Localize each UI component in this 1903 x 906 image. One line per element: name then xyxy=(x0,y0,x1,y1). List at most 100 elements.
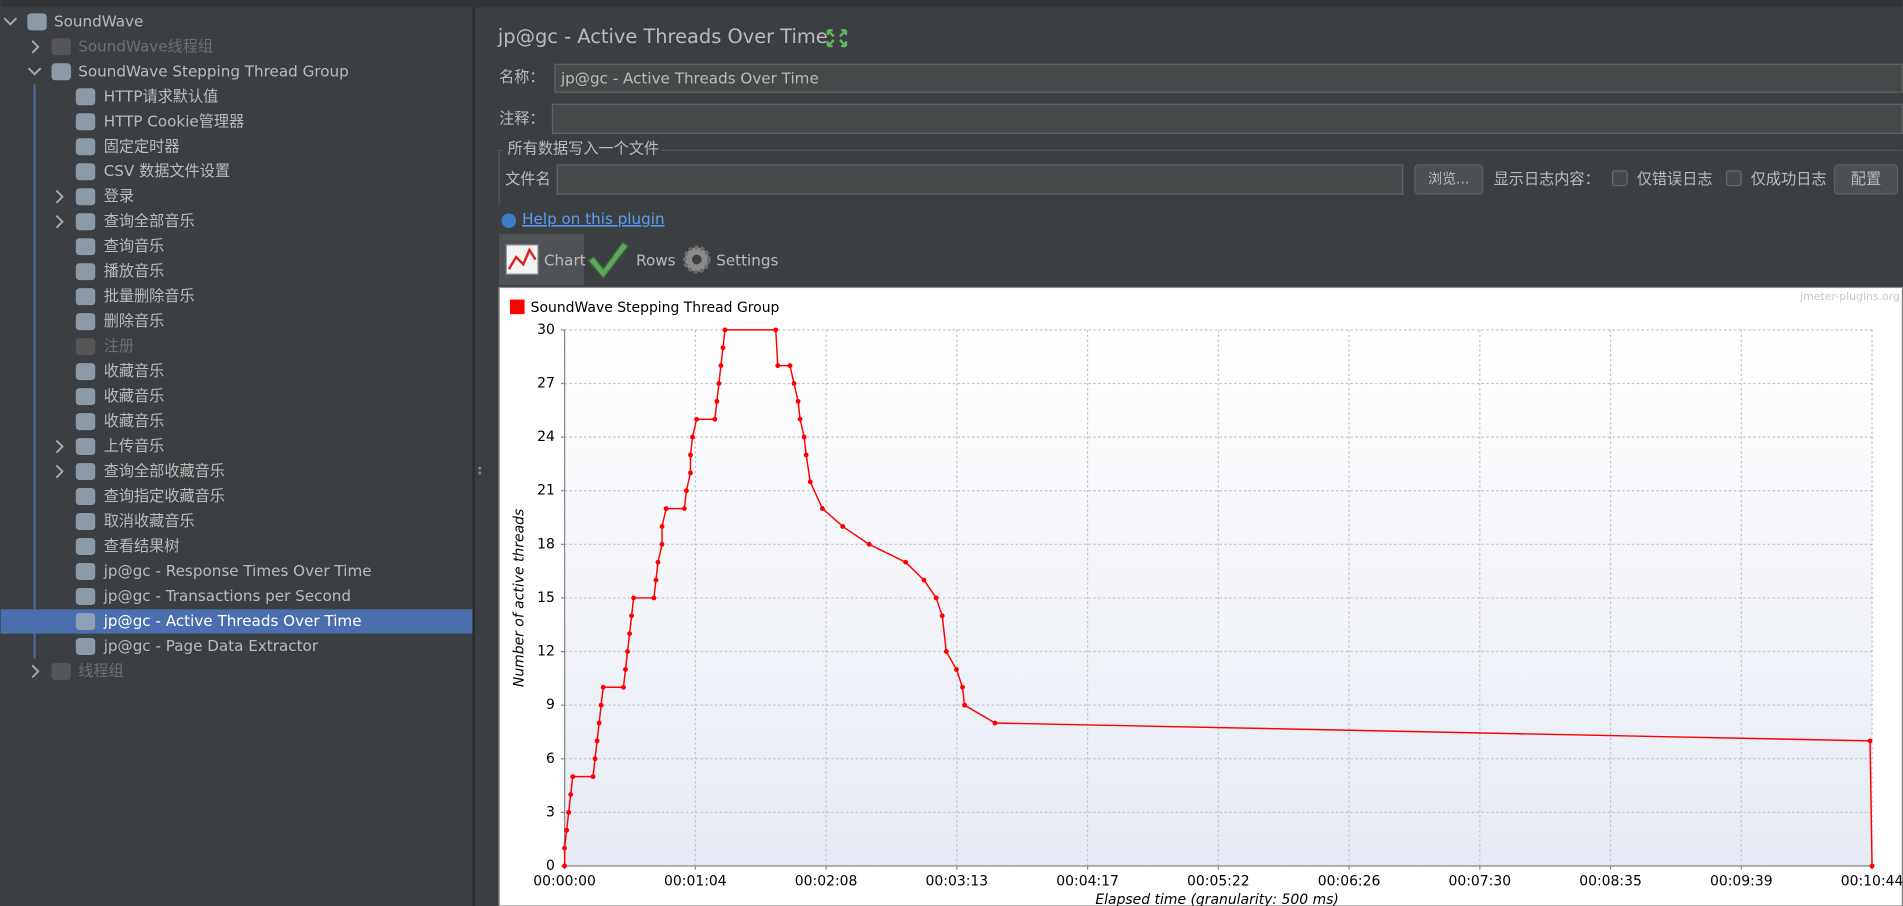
expand-arrow[interactable] xyxy=(31,40,40,54)
success-label[interactable]: 仅成功日志 xyxy=(1751,170,1827,188)
node-label[interactable]: CSV 数据文件设置 xyxy=(104,162,230,180)
panel-title: jp@gc - Active Threads Over Time xyxy=(497,25,828,48)
configure-button[interactable] xyxy=(1833,164,1899,195)
errors-checkbox[interactable] xyxy=(1611,170,1628,187)
help-link[interactable]: Help on this plugin xyxy=(522,210,664,228)
tab-label[interactable]: Settings xyxy=(716,251,778,269)
x-axis-label: Elapsed time (granularity: 500 ms) xyxy=(1095,892,1338,906)
node-label[interactable]: 查询全部收藏音乐 xyxy=(104,462,225,480)
node-label[interactable]: 收藏音乐 xyxy=(104,387,165,405)
expand-arrow[interactable] xyxy=(31,664,40,679)
node-icon xyxy=(75,587,96,605)
node-icon xyxy=(27,13,47,31)
configure-button-label[interactable]: 配置 xyxy=(1851,170,1881,188)
data-point xyxy=(594,738,600,744)
data-point xyxy=(570,774,576,780)
x-tick-label: 00:09:39 xyxy=(1710,874,1773,890)
data-point xyxy=(787,363,793,369)
node-label[interactable]: 查看结果树 xyxy=(104,537,180,555)
node-icon xyxy=(75,238,96,256)
browse-button[interactable] xyxy=(1414,164,1484,195)
expand-arrow[interactable] xyxy=(55,189,64,204)
collapse-arrow[interactable] xyxy=(3,17,18,26)
node-icon xyxy=(75,363,96,381)
node-label[interactable]: jp@gc - Response Times Over Time xyxy=(103,562,372,580)
name-input[interactable] xyxy=(554,63,1903,93)
file-section-title: 所有数据写入一个文件 xyxy=(508,140,660,158)
node-icon xyxy=(75,612,96,630)
file-label: 文件名 xyxy=(505,170,550,188)
node-label[interactable]: HTTP请求默认值 xyxy=(104,87,219,105)
expand-arrow[interactable] xyxy=(55,439,64,454)
expand-arrow[interactable] xyxy=(55,464,64,479)
file-input[interactable] xyxy=(556,164,1404,195)
node-label[interactable]: 查询指定收藏音乐 xyxy=(104,487,225,505)
collapse-arrow[interactable] xyxy=(27,67,42,76)
settings-tab-icon xyxy=(682,245,711,274)
y-tick-label: 9 xyxy=(546,697,555,713)
tab-label[interactable]: Rows xyxy=(636,251,676,269)
data-point xyxy=(840,524,846,529)
node-icon xyxy=(75,438,96,456)
errors-label[interactable]: 仅错误日志 xyxy=(1637,170,1713,188)
node-icon xyxy=(51,63,71,81)
node-label[interactable]: 取消收藏音乐 xyxy=(104,512,195,530)
x-tick-label: 00:01:04 xyxy=(664,874,727,890)
node-label[interactable]: SoundWave Stepping Thread Group xyxy=(78,62,348,80)
node-label[interactable]: 登录 xyxy=(104,187,134,205)
data-point xyxy=(631,595,637,601)
node-label[interactable]: 查询音乐 xyxy=(104,237,165,255)
data-point xyxy=(791,381,797,386)
legend-label: SoundWave Stepping Thread Group xyxy=(531,300,780,316)
node-icon xyxy=(75,413,96,431)
node-label[interactable]: HTTP Cookie管理器 xyxy=(104,112,245,130)
node-label[interactable]: 播放音乐 xyxy=(104,262,165,280)
node-label[interactable]: jp@gc - Page Data Extractor xyxy=(103,637,319,655)
tab-label[interactable]: Chart xyxy=(544,251,586,269)
expand-arrow[interactable] xyxy=(55,214,64,229)
data-point xyxy=(592,756,598,762)
node-label[interactable]: jp@gc - Transactions per Second xyxy=(103,587,351,605)
data-point xyxy=(820,506,825,512)
node-label[interactable]: 删除音乐 xyxy=(104,312,165,330)
node-label[interactable]: 线程组 xyxy=(78,662,123,680)
node-label[interactable]: 固定定时器 xyxy=(104,137,180,155)
node-label[interactable]: 上传音乐 xyxy=(104,437,165,455)
info-icon xyxy=(501,213,517,229)
comment-input[interactable] xyxy=(551,103,1903,135)
data-point xyxy=(773,327,779,333)
comment-label: 注释： xyxy=(499,109,544,127)
node-label[interactable]: 收藏音乐 xyxy=(104,412,165,430)
node-label[interactable]: 批量删除音乐 xyxy=(104,287,195,305)
browse-button-label[interactable]: 浏览... xyxy=(1428,172,1469,188)
node-label[interactable]: 查询全部音乐 xyxy=(104,212,195,230)
x-tick-label: 00:08:35 xyxy=(1579,874,1642,890)
data-point xyxy=(659,541,665,547)
node-label[interactable]: SoundWave线程组 xyxy=(78,37,213,55)
node-label[interactable]: SoundWave xyxy=(54,12,143,30)
node-icon xyxy=(75,637,96,655)
data-point xyxy=(722,327,728,333)
rows-tab-icon xyxy=(587,241,629,279)
x-tick-label: 00:03:13 xyxy=(926,874,989,890)
watermark: jmeter-plugins.org xyxy=(1799,290,1900,303)
success-checkbox[interactable] xyxy=(1725,170,1742,187)
node-label[interactable]: 注册 xyxy=(104,337,134,355)
data-point xyxy=(954,666,959,672)
name-value[interactable]: jp@gc - Active Threads Over Time xyxy=(560,69,819,87)
data-point xyxy=(866,541,872,547)
data-point xyxy=(962,702,967,708)
data-point xyxy=(568,792,574,797)
node-icon xyxy=(75,263,96,281)
node-label[interactable]: jp@gc - Active Threads Over Time xyxy=(103,612,362,630)
x-tick-label: 00:05:22 xyxy=(1187,874,1250,890)
expand-icon[interactable] xyxy=(826,29,848,48)
data-point xyxy=(714,398,720,404)
data-point xyxy=(688,470,693,476)
data-point xyxy=(690,434,695,440)
node-label[interactable]: 收藏音乐 xyxy=(104,362,165,380)
y-tick-label: 15 xyxy=(537,590,555,606)
data-point xyxy=(596,720,602,726)
node-icon xyxy=(75,313,96,331)
